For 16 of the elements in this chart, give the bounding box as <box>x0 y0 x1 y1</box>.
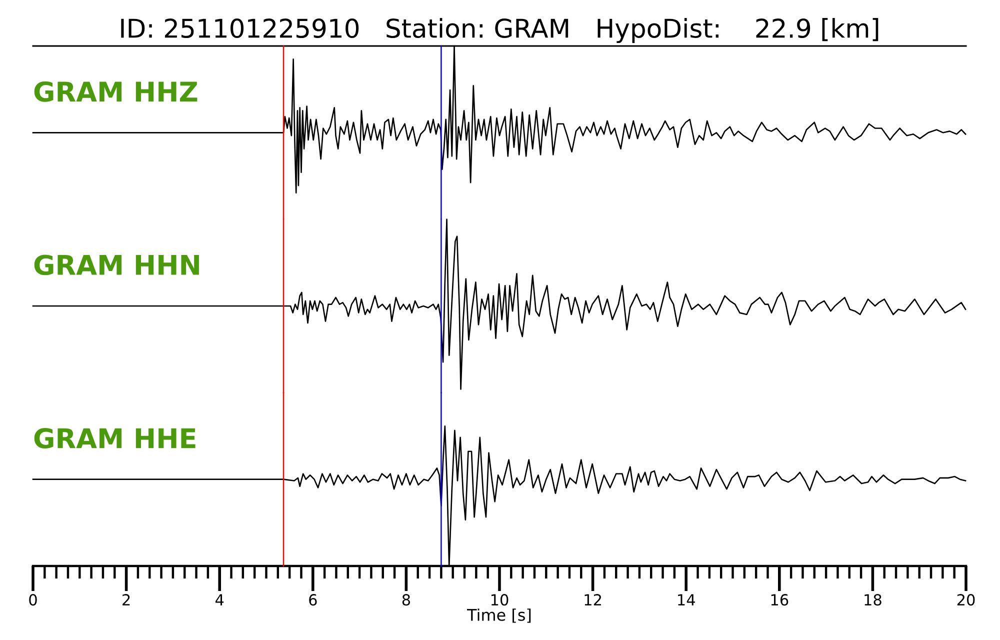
x-tick-label: 10 <box>491 594 508 606</box>
x-tick-label: 8 <box>402 594 410 606</box>
x-tick-label: 6 <box>309 594 317 606</box>
chart-title: ID: 251101225910 Station: GRAM HypoDist: 22.9 [km] <box>121 18 878 44</box>
series-label: GRAM HHN <box>34 254 199 276</box>
x-tick-label: 20 <box>957 594 975 606</box>
x-tick-label: 16 <box>771 594 788 606</box>
x-tick-label: 12 <box>584 594 601 606</box>
x-tick-label: 18 <box>864 594 882 606</box>
series-label: GRAM HHE <box>34 428 196 449</box>
x-tick-label: 4 <box>215 594 224 606</box>
x-tick-label: 0 <box>29 594 37 606</box>
x-tick-label: 14 <box>678 594 695 606</box>
x-axis-title: Time [s] <box>466 608 531 623</box>
series-label: GRAM HHZ <box>34 81 198 102</box>
x-tick-label: 2 <box>122 594 130 606</box>
